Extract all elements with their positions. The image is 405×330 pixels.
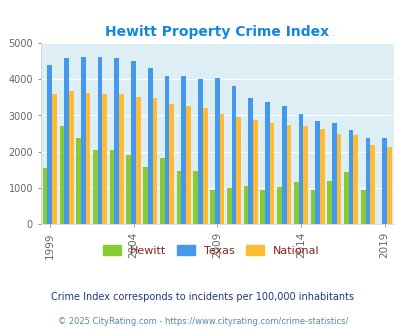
Bar: [93, 150, 98, 224]
Bar: [226, 188, 231, 224]
Bar: [264, 102, 269, 224]
Bar: [360, 190, 364, 224]
Bar: [85, 93, 90, 224]
Bar: [198, 79, 202, 224]
Text: © 2025 CityRating.com - https://www.cityrating.com/crime-statistics/: © 2025 CityRating.com - https://www.city…: [58, 317, 347, 326]
Bar: [315, 121, 319, 224]
Bar: [109, 150, 114, 224]
Bar: [136, 97, 140, 224]
Bar: [210, 190, 214, 224]
Bar: [252, 120, 257, 224]
Bar: [303, 126, 307, 224]
Bar: [364, 138, 369, 224]
Bar: [69, 91, 73, 224]
Bar: [298, 114, 303, 224]
Bar: [185, 106, 190, 224]
Bar: [152, 98, 157, 224]
Bar: [126, 155, 131, 224]
Bar: [143, 167, 147, 224]
Bar: [176, 171, 181, 224]
Bar: [353, 135, 357, 224]
Bar: [119, 94, 124, 224]
Bar: [369, 145, 374, 224]
Bar: [169, 104, 174, 224]
Bar: [219, 115, 224, 224]
Bar: [64, 58, 69, 224]
Bar: [310, 189, 315, 224]
Text: Crime Index corresponds to incidents per 100,000 inhabitants: Crime Index corresponds to incidents per…: [51, 292, 354, 302]
Bar: [281, 106, 286, 224]
Bar: [231, 86, 236, 224]
Bar: [164, 76, 169, 224]
Bar: [243, 186, 248, 224]
Bar: [277, 187, 281, 224]
Bar: [260, 190, 264, 224]
Bar: [293, 182, 298, 224]
Legend: Hewitt, Texas, National: Hewitt, Texas, National: [98, 241, 323, 260]
Bar: [386, 147, 391, 224]
Bar: [248, 98, 252, 224]
Title: Hewitt Property Crime Index: Hewitt Property Crime Index: [105, 25, 328, 39]
Bar: [131, 61, 136, 224]
Bar: [147, 68, 152, 224]
Bar: [81, 57, 85, 224]
Bar: [47, 65, 52, 224]
Bar: [236, 117, 241, 224]
Bar: [326, 181, 331, 224]
Bar: [160, 158, 164, 224]
Bar: [114, 58, 119, 224]
Bar: [60, 126, 64, 224]
Bar: [43, 168, 47, 224]
Bar: [331, 123, 336, 224]
Bar: [181, 76, 185, 224]
Bar: [319, 129, 324, 224]
Bar: [193, 171, 198, 224]
Bar: [286, 125, 290, 224]
Bar: [348, 130, 353, 224]
Bar: [76, 138, 81, 224]
Bar: [336, 134, 341, 224]
Bar: [52, 94, 57, 224]
Bar: [102, 94, 107, 224]
Bar: [269, 123, 274, 224]
Bar: [98, 57, 102, 224]
Bar: [343, 172, 348, 224]
Bar: [382, 138, 386, 224]
Bar: [202, 108, 207, 224]
Bar: [214, 78, 219, 224]
